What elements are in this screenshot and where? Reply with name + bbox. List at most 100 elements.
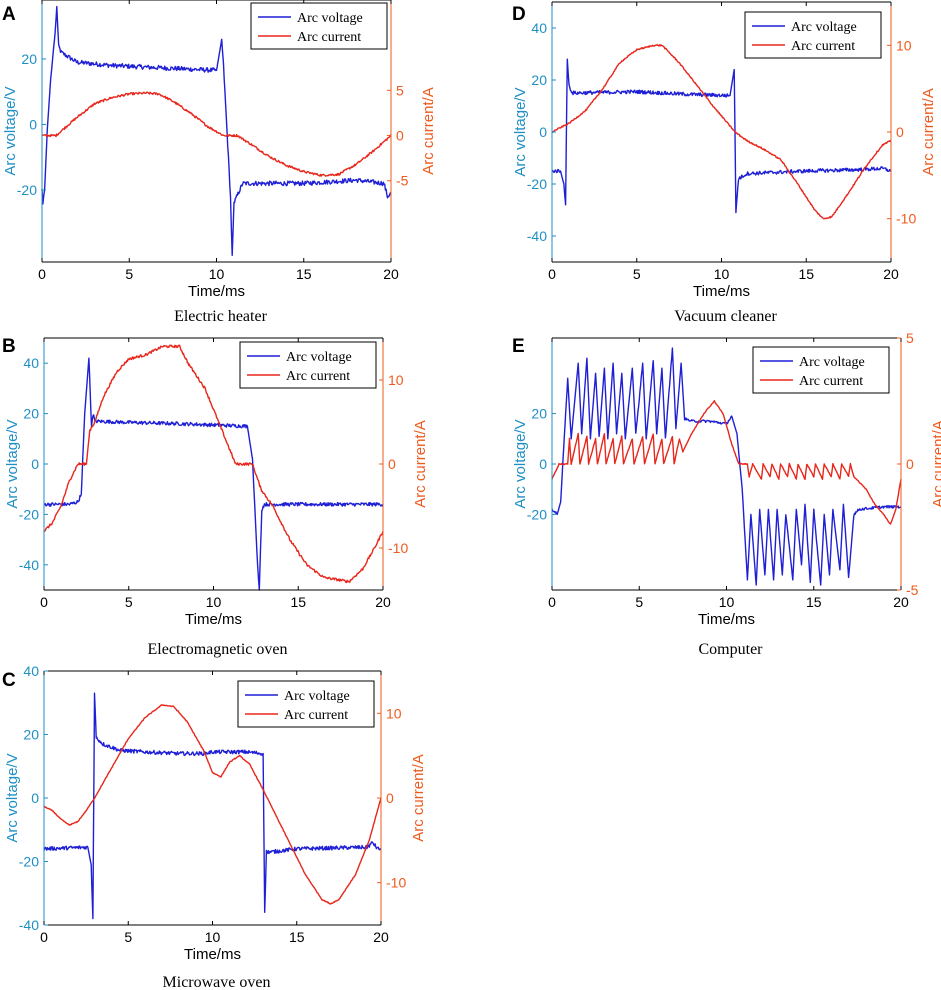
left-y-tick-label: 40: [531, 20, 547, 36]
arc-current-line: [551, 44, 892, 220]
x-tick-label: 20: [883, 266, 899, 282]
arc-voltage-line: [551, 347, 902, 586]
legend-label-voltage: Arc voltage: [791, 20, 857, 35]
legend-box: [250, 2, 388, 50]
panel-letter: A: [2, 4, 16, 25]
x-tick-label: 20: [375, 594, 391, 610]
x-tick-label: 15: [289, 929, 305, 945]
arc-voltage-line: [43, 357, 384, 591]
arc-voltage-line: [41, 5, 392, 257]
legend-box: [752, 346, 890, 394]
x-axis-title: Time/ms: [698, 611, 755, 628]
left-y-tick-label: 20: [531, 406, 547, 422]
left-y-tick-label: -20: [19, 506, 39, 522]
panel-caption: Electric heater: [174, 308, 267, 325]
left-y-axis-title: Arc voltage/V: [512, 419, 529, 508]
right-y-axis-title: Arc current/A: [920, 88, 937, 176]
panel-letter: C: [2, 670, 16, 691]
x-tick-label: 15: [798, 266, 814, 282]
panel-letter: E: [512, 336, 525, 357]
x-axis-title: Time/ms: [184, 946, 241, 963]
x-tick-label: 0: [38, 266, 46, 282]
left-y-tick-label: 20: [21, 51, 37, 67]
x-tick-label: 10: [719, 594, 735, 610]
x-axis-title: Time/ms: [188, 283, 245, 300]
legend-label-current: Arc current: [286, 369, 350, 384]
legend-label-voltage: Arc voltage: [284, 689, 350, 704]
arc-voltage-line: [43, 692, 381, 920]
right-y-axis-title: Arc current/A: [412, 420, 429, 508]
right-y-tick-label: -5: [396, 173, 409, 189]
right-y-tick-label: -10: [388, 540, 408, 556]
legend-label-voltage: Arc voltage: [799, 355, 865, 370]
legend-label-current: Arc current: [791, 39, 855, 54]
x-tick-label: 10: [714, 266, 730, 282]
x-tick-label: 5: [125, 594, 133, 610]
right-y-tick-label: -10: [896, 211, 916, 227]
x-tick-label: 0: [40, 929, 48, 945]
x-tick-label: 10: [206, 594, 222, 610]
left-y-tick-label: 0: [539, 124, 547, 140]
left-y-tick-label: 20: [23, 406, 39, 422]
left-y-tick-label: -20: [17, 182, 37, 198]
left-y-tick-label: 0: [29, 116, 37, 132]
left-y-tick-label: 20: [23, 727, 39, 743]
panel-caption: Electromagnetic oven: [148, 641, 288, 658]
x-axis-title: Time/ms: [693, 283, 750, 300]
left-y-axis-title: Arc voltage/V: [512, 87, 529, 176]
x-tick-label: 10: [209, 266, 225, 282]
right-y-tick-label: 0: [386, 790, 394, 806]
left-y-tick-label: -20: [19, 854, 39, 870]
x-tick-label: 20: [383, 266, 399, 282]
panel-caption: Computer: [699, 641, 764, 658]
legend: Arc voltage Arc current: [752, 346, 890, 394]
arc-current-line: [43, 704, 382, 905]
x-tick-label: 15: [290, 594, 306, 610]
right-y-tick-label: 10: [386, 705, 402, 721]
left-y-tick-label: -40: [527, 228, 547, 244]
legend-box: [239, 341, 377, 389]
panel-letter: D: [512, 4, 526, 25]
right-y-tick-label: -10: [386, 875, 406, 891]
x-axis-title: Time/ms: [185, 611, 242, 628]
left-y-tick-label: 40: [23, 663, 39, 679]
left-y-tick-label: -40: [19, 557, 39, 573]
x-tick-label: 15: [296, 266, 312, 282]
panel-a: A 0 5 10 15 20 -20 0 20 -5 0 5 Time/ms Arc voltage/V A…: [2, 0, 437, 325]
legend-label-voltage: Arc voltage: [286, 350, 352, 365]
right-y-tick-label: 10: [388, 372, 404, 388]
legend: Arc voltage Arc current: [239, 341, 377, 389]
legend-label-voltage: Arc voltage: [297, 11, 363, 26]
left-y-tick-label: -40: [19, 917, 39, 933]
x-tick-label: 0: [548, 594, 556, 610]
x-tick-label: 10: [205, 929, 221, 945]
left-y-tick-label: 0: [31, 456, 39, 472]
right-y-tick-label: 0: [396, 128, 404, 144]
legend: Arc voltage Arc current: [744, 11, 882, 59]
left-y-tick-label: -20: [527, 506, 547, 522]
legend-box: [237, 680, 375, 728]
right-y-tick-label: 0: [906, 456, 914, 472]
right-y-tick-label: 10: [896, 37, 912, 53]
left-y-tick-label: -20: [527, 176, 547, 192]
panel-letter: B: [2, 336, 16, 357]
right-y-axis-title: Arc current/A: [420, 87, 437, 175]
legend: Arc voltage Arc current: [237, 680, 375, 728]
x-tick-label: 5: [635, 594, 643, 610]
left-y-tick-label: 20: [531, 72, 547, 88]
right-y-tick-label: 0: [388, 456, 396, 472]
x-tick-label: 5: [125, 266, 133, 282]
right-y-tick-label: -5: [906, 582, 919, 598]
left-y-axis-title: Arc voltage/V: [4, 419, 21, 508]
right-y-axis-title: Arc current/A: [410, 754, 427, 842]
arc-current-line: [551, 400, 902, 525]
legend-label-current: Arc current: [297, 30, 361, 45]
x-tick-label: 20: [893, 594, 909, 610]
left-y-tick-label: 40: [23, 355, 39, 371]
panel-caption: Vacuum cleaner: [674, 308, 777, 325]
